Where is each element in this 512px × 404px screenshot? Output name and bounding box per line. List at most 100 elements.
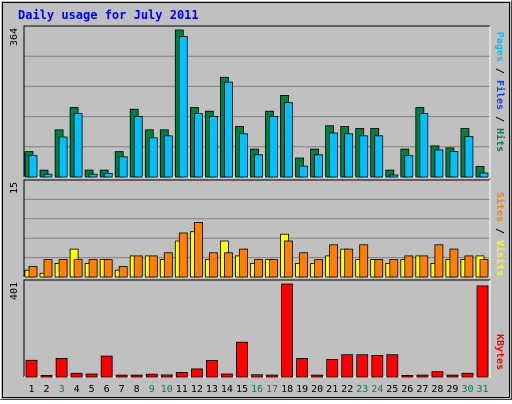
bar-kbytes-day-19 [296,357,309,378]
panel-border-dark [23,179,490,277]
bar-visits-day-27 [419,255,429,278]
day-label: 16 [251,384,263,395]
bar-kbytes-day-22 [341,354,354,378]
day-label: 18 [281,384,293,395]
bar-files-day-12 [193,113,203,178]
day-label: 10 [161,384,173,395]
panel-sites-visits: 15 [9,179,491,278]
bar-files-day-21 [329,132,339,178]
day-label: 2 [43,384,49,395]
bar-files-day-4 [73,113,83,178]
bar-files-day-25 [389,174,399,178]
day-labels: 1 2 3 4 5 6 7 8 9 10 11 12 13 14 15 16 17 18 19 20 21 22 23 24 2… [28,384,488,395]
day-label: 15 [236,384,248,395]
bar-kbytes-day-5 [85,373,98,378]
bar-visits-day-12 [193,221,203,278]
bar-visits-day-18 [284,240,293,278]
day-label: 7 [119,384,125,395]
bar-visits-day-29 [449,248,459,278]
legend-kbytes-part: KBytes [494,334,505,370]
bar-kbytes-day-25 [386,354,399,378]
bar-kbytes-day-1 [25,359,38,378]
bar-kbytes-day-6 [100,355,113,378]
bar-kbytes-day-27 [416,374,429,378]
bar-files-day-7 [118,156,128,178]
bar-files-day-14 [223,81,233,178]
bar-visits-day-26 [404,255,414,278]
bar-files-day-9 [148,137,158,178]
day-label: 19 [296,384,308,395]
day-label: 27 [416,384,428,395]
day-label: 21 [326,384,338,395]
bar-files-day-26 [404,155,414,178]
bar-visits-day-19 [299,252,309,278]
bar-kbytes-day-23 [356,354,369,378]
bar-kbytes-day-29 [446,374,459,378]
panel-background [24,280,490,377]
day-label: 6 [104,384,110,395]
day-label: 11 [176,384,188,395]
bar-visits-day-25 [389,259,399,278]
bar-kbytes-day-9 [145,373,158,378]
bar-files-day-16 [254,154,263,178]
bar-files-day-24 [374,135,384,178]
bar-kbytes-day-31 [476,285,489,378]
legend-pages-files-hits: Pages / Files / Hits [494,32,506,152]
day-label: 25 [386,384,398,395]
ymax-label-hits-files: 364 [9,28,20,46]
day-label: 9 [149,384,155,395]
bar-files-day-28 [434,149,444,178]
bar-files-day-11 [178,36,188,178]
bar-kbytes-day-15 [236,341,248,378]
legend-sites-visits-part: / [494,222,505,240]
panel-kbytes: 401 [9,279,491,378]
bar-visits-day-1 [28,266,38,278]
chart-title: Daily usage for July 2011 [18,8,199,22]
legend-sites-visits-part: Visits [494,240,506,276]
bar-files-day-5 [88,173,98,178]
bar-files-day-6 [103,172,113,178]
bar-kbytes-day-13 [205,360,218,378]
day-label: 17 [266,384,278,395]
bar-kbytes-day-28 [431,371,444,378]
bar-visits-day-6 [103,259,113,278]
bar-files-day-20 [314,154,324,178]
bar-kbytes-day-21 [326,358,339,378]
legends: Pages / Files / Hits Sites / Visits KBytes [494,32,506,370]
day-label: 29 [446,384,458,395]
bar-visits-day-28 [434,244,444,278]
bar-visits-day-11 [178,232,188,278]
day-label: 26 [401,384,413,395]
bar-visits-day-3 [58,259,68,278]
legend-pages-files-hits-part: / [494,110,505,128]
day-label: 3 [59,384,65,395]
ymax-label-sites-visits: 15 [9,182,20,194]
bar-visits-day-2 [43,259,53,278]
bar-files-day-3 [58,136,68,178]
bar-kbytes-day-30 [461,372,474,378]
bar-files-day-19 [299,165,309,178]
bar-files-day-10 [163,135,173,178]
day-label: 4 [74,384,80,395]
bar-visits-day-7 [118,266,128,278]
day-label: 13 [206,384,218,395]
day-label: 5 [89,384,95,395]
bar-files-day-15 [239,133,248,178]
legend-pages-files-hits-part: Files [494,80,506,110]
bar-kbytes-day-4 [70,372,83,378]
bar-files-day-18 [284,102,293,178]
panel-border-dark [23,25,490,177]
bar-kbytes-day-16 [251,374,263,378]
panel-border-dark [23,279,490,377]
legend-sites-visits-part: Sites [494,192,506,222]
day-label: 8 [134,384,140,395]
day-label: 31 [476,384,488,395]
bar-kbytes-day-11 [175,371,188,378]
bar-visits-day-30 [464,255,474,278]
bar-visits-day-15 [239,248,248,278]
bar-kbytes-day-14 [220,373,233,378]
bar-visits-day-17 [269,259,278,278]
bar-visits-day-16 [254,259,263,278]
